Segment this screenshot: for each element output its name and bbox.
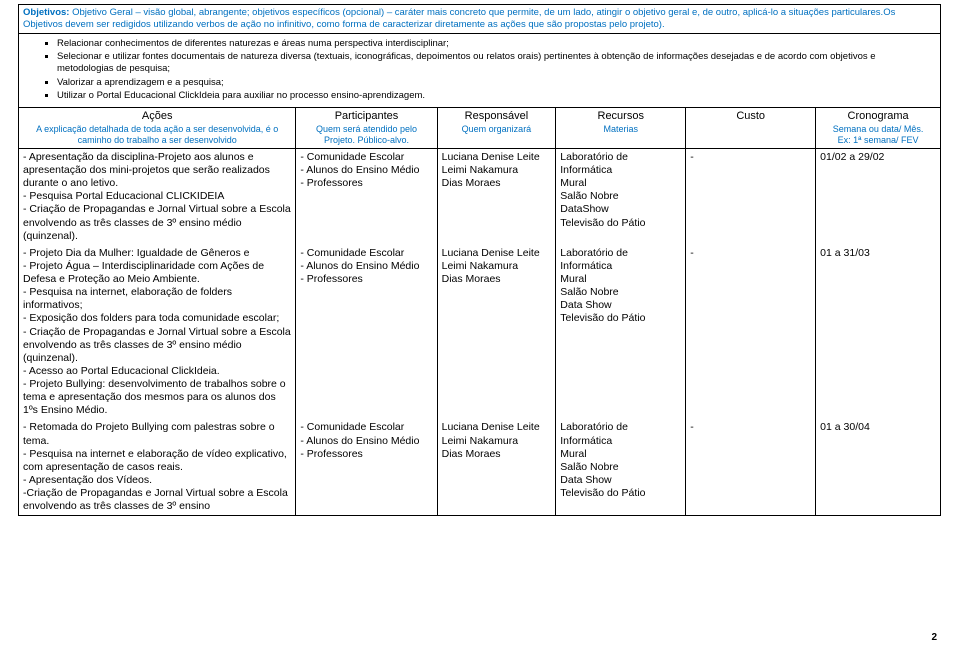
cell-acoes: - Retomada do Projeto Bullying com pales… — [19, 419, 296, 515]
bullets-list: Relacionar conhecimentos de diferentes n… — [19, 34, 940, 109]
cell-rec: Laboratório de Informática Mural Salão N… — [556, 245, 686, 420]
col-resp-header: Responsável Quem organizará — [437, 108, 556, 148]
document-frame: Objetivos: Objetivo Geral – visão global… — [18, 4, 941, 516]
cell-crono: 01 a 30/04 — [816, 419, 940, 515]
col-title: Recursos — [598, 110, 644, 122]
table-row: - Apresentação da disciplina-Projeto aos… — [19, 148, 940, 244]
col-rec-header: Recursos Materias — [556, 108, 686, 148]
table-row: - Projeto Dia da Mulher: Igualdade de Gê… — [19, 245, 940, 420]
cell-resp: Luciana Denise Leite Leimi Nakamura Dias… — [437, 419, 556, 515]
bullet-item: Relacionar conhecimentos de diferentes n… — [57, 38, 932, 50]
objetivos-lead: Objetivos: — [23, 7, 69, 18]
col-title: Participantes — [335, 110, 399, 122]
cell-resp: Luciana Denise Leite Leimi Nakamura Dias… — [437, 148, 556, 244]
cell-rec: Laboratório de Informática Mural Salão N… — [556, 419, 686, 515]
objetivos-desc: Objetivo Geral – visão global, abrangent… — [23, 7, 895, 30]
col-title: Custo — [736, 110, 765, 122]
cell-resp: Luciana Denise Leite Leimi Nakamura Dias… — [437, 245, 556, 420]
col-desc: Materias — [560, 124, 681, 134]
page-number: 2 — [931, 632, 937, 643]
cell-crono: 01 a 31/03 — [816, 245, 940, 420]
table-row: - Retomada do Projeto Bullying com pales… — [19, 419, 940, 515]
cell-part: - Comunidade Escolar - Alunos do Ensino … — [296, 245, 437, 420]
bullet-item: Utilizar o Portal Educacional ClickIdeia… — [57, 90, 932, 102]
col-crono-header: Cronograma Semana ou data/ Mês. Ex: 1ª s… — [816, 108, 940, 148]
cell-part: - Comunidade Escolar - Alunos do Ensino … — [296, 148, 437, 244]
col-title: Responsável — [465, 110, 529, 122]
cell-acoes: - Apresentação da disciplina-Projeto aos… — [19, 148, 296, 244]
col-desc: Quem será atendido pelo Projeto. Público… — [300, 124, 432, 145]
cell-part: - Comunidade Escolar - Alunos do Ensino … — [296, 419, 437, 515]
cell-rec: Laboratório de Informática Mural Salão N… — [556, 148, 686, 244]
bullet-item: Selecionar e utilizar fontes documentais… — [57, 51, 932, 76]
col-desc: Semana ou data/ Mês. Ex: 1ª semana/ FEV — [820, 124, 936, 145]
table-header-row: Ações A explicação detalhada de toda açã… — [19, 108, 940, 148]
cell-crono: 01/02 a 29/02 — [816, 148, 940, 244]
col-title: Ações — [142, 110, 173, 122]
col-custo-header: Custo — [686, 108, 816, 148]
bullet-item: Valorizar a aprendizagem e a pesquisa; — [57, 77, 932, 89]
col-desc: Quem organizará — [442, 124, 552, 134]
objetivos-header: Objetivos: Objetivo Geral – visão global… — [19, 5, 940, 34]
col-desc: A explicação detalhada de toda ação a se… — [23, 124, 291, 145]
cell-custo: - — [686, 245, 816, 420]
cell-custo: - — [686, 148, 816, 244]
cell-custo: - — [686, 419, 816, 515]
cell-acoes: - Projeto Dia da Mulher: Igualdade de Gê… — [19, 245, 296, 420]
col-title: Cronograma — [848, 110, 909, 122]
col-part-header: Participantes Quem será atendido pelo Pr… — [296, 108, 437, 148]
col-acoes-header: Ações A explicação detalhada de toda açã… — [19, 108, 296, 148]
plan-table: Ações A explicação detalhada de toda açã… — [19, 108, 940, 515]
